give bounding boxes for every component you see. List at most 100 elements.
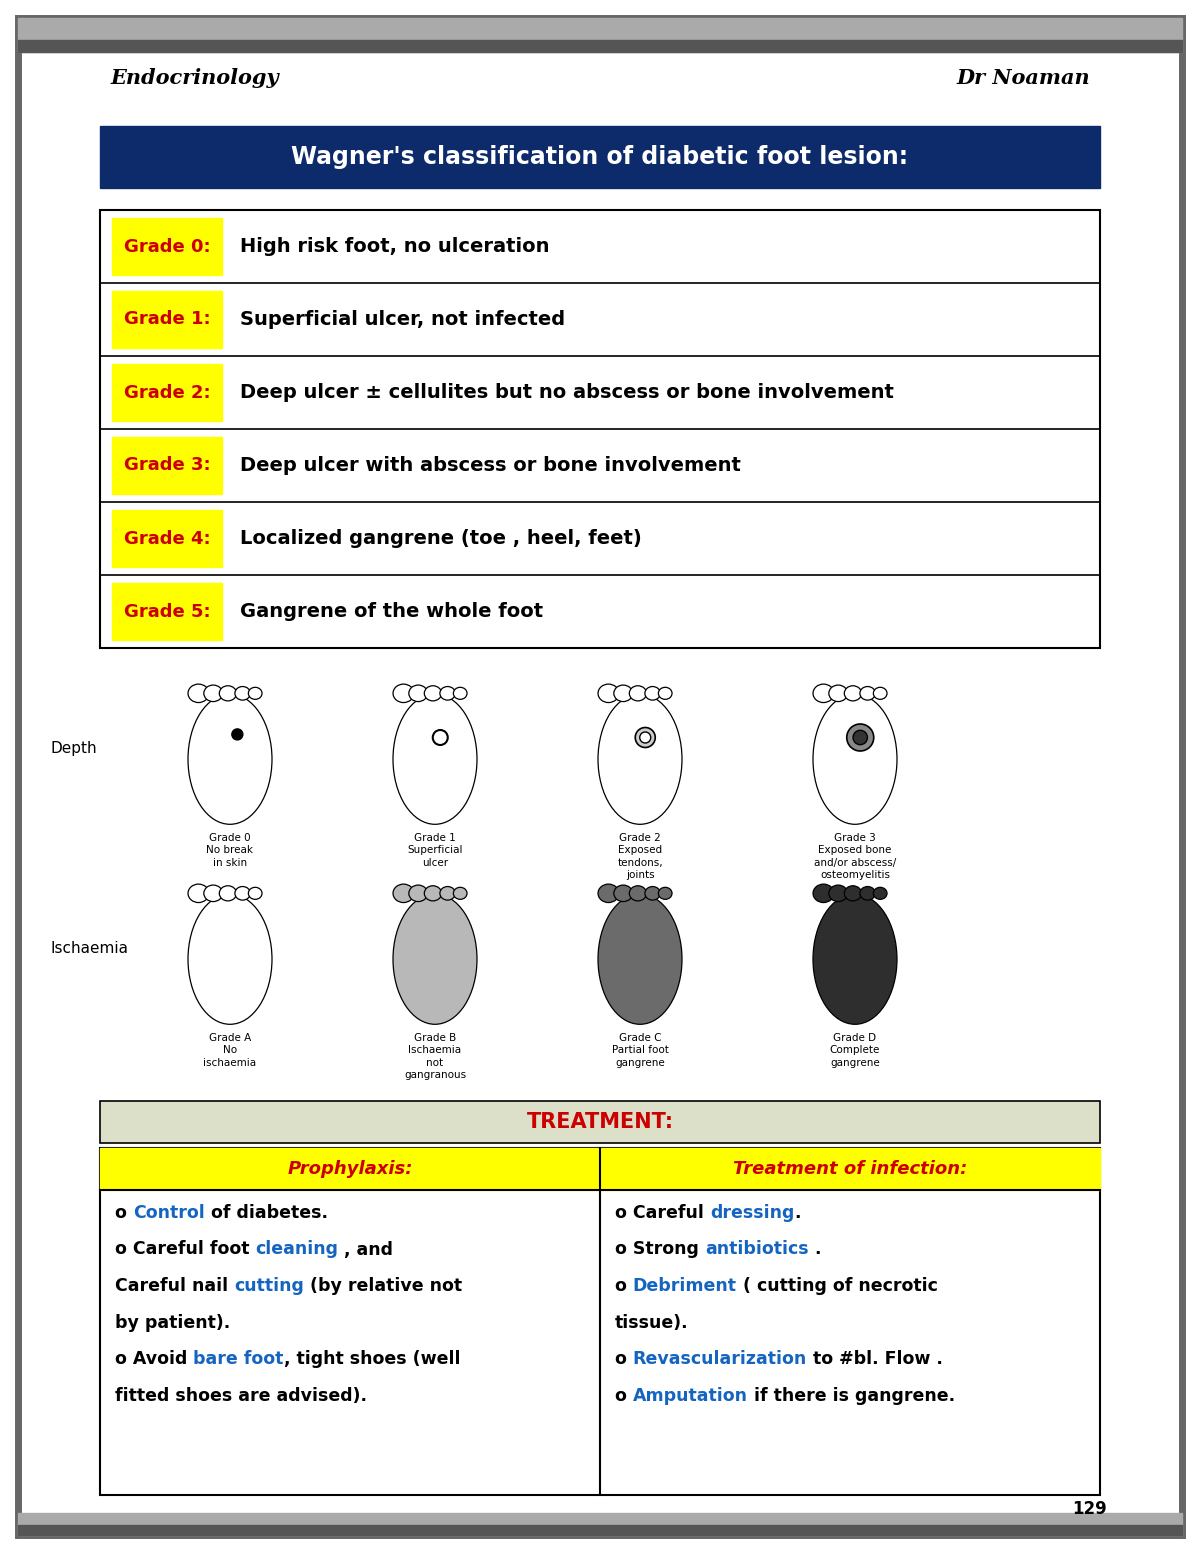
Text: Deep ulcer with abscess or bone involvement: Deep ulcer with abscess or bone involvem…	[240, 457, 740, 475]
Text: o Careful: o Careful	[616, 1204, 710, 1222]
Ellipse shape	[394, 685, 414, 702]
Text: Revascularization: Revascularization	[632, 1350, 808, 1368]
Bar	[100, 1101, 1100, 1143]
Text: , tight shoes (well: , tight shoes (well	[283, 1350, 461, 1368]
Bar	[100, 1148, 1100, 1190]
Ellipse shape	[598, 884, 619, 902]
Ellipse shape	[235, 887, 251, 901]
Ellipse shape	[814, 694, 898, 825]
Text: o: o	[616, 1277, 632, 1295]
Ellipse shape	[440, 887, 455, 901]
Ellipse shape	[409, 885, 427, 902]
Text: .: .	[794, 1204, 800, 1222]
Ellipse shape	[629, 885, 647, 901]
Ellipse shape	[829, 885, 847, 902]
Text: Grade D
Complete
gangrene: Grade D Complete gangrene	[830, 1033, 880, 1067]
Text: (by relative not: (by relative not	[304, 1277, 462, 1295]
Text: Endocrinology: Endocrinology	[110, 68, 278, 89]
Ellipse shape	[644, 686, 660, 700]
Text: Grade 5:: Grade 5:	[124, 603, 210, 621]
Bar	[112, 217, 222, 275]
Ellipse shape	[220, 885, 236, 901]
Text: if there is gangrene.: if there is gangrene.	[748, 1387, 955, 1404]
Circle shape	[853, 730, 868, 745]
Ellipse shape	[845, 885, 862, 901]
Text: Grade 1:: Grade 1:	[124, 311, 210, 329]
Bar	[18, 1525, 1182, 1534]
Text: Grade 4:: Grade 4:	[124, 530, 210, 548]
Text: Depth: Depth	[50, 741, 97, 755]
Bar	[112, 290, 222, 348]
Text: dressing: dressing	[710, 1204, 794, 1222]
Text: fitted shoes are advised).: fitted shoes are advised).	[115, 1387, 367, 1404]
Text: Grade 0:: Grade 0:	[124, 238, 210, 256]
Ellipse shape	[874, 887, 887, 899]
Bar	[18, 40, 1182, 51]
Text: TREATMENT:: TREATMENT:	[527, 1112, 673, 1132]
Text: by patient).: by patient).	[115, 1314, 230, 1331]
Ellipse shape	[248, 688, 262, 699]
Text: o: o	[115, 1204, 133, 1222]
Ellipse shape	[188, 694, 272, 825]
Circle shape	[635, 727, 655, 747]
Text: Debriment: Debriment	[632, 1277, 737, 1295]
Ellipse shape	[392, 694, 478, 825]
Text: Grade 0
No break
in skin: Grade 0 No break in skin	[206, 832, 253, 868]
Bar	[18, 1513, 1182, 1534]
Ellipse shape	[874, 688, 887, 699]
Ellipse shape	[392, 895, 478, 1025]
Ellipse shape	[860, 887, 875, 901]
Circle shape	[847, 724, 874, 752]
Text: Amputation: Amputation	[632, 1387, 748, 1404]
Text: Dr Noaman: Dr Noaman	[956, 68, 1090, 89]
Bar	[112, 582, 222, 640]
Bar	[112, 509, 222, 567]
Ellipse shape	[814, 895, 898, 1025]
Ellipse shape	[860, 686, 875, 700]
Text: Prophylaxis:: Prophylaxis:	[287, 1160, 413, 1179]
Circle shape	[232, 728, 242, 739]
Text: Control: Control	[133, 1204, 205, 1222]
Ellipse shape	[220, 686, 236, 700]
Ellipse shape	[614, 885, 632, 902]
Text: o Careful foot: o Careful foot	[115, 1241, 256, 1258]
Bar	[18, 19, 1182, 51]
Text: Grade 2:: Grade 2:	[124, 384, 210, 402]
Text: o: o	[616, 1350, 632, 1368]
Text: tissue).: tissue).	[616, 1314, 689, 1331]
Text: ( cutting of necrotic: ( cutting of necrotic	[737, 1277, 937, 1295]
Ellipse shape	[409, 685, 427, 702]
Bar	[100, 126, 1100, 188]
Text: Grade 3
Exposed bone
and/or abscess/
osteomyelitis: Grade 3 Exposed bone and/or abscess/ ost…	[814, 832, 896, 881]
Text: o Avoid: o Avoid	[115, 1350, 193, 1368]
Text: Deep ulcer ± cellulites but no abscess or bone involvement: Deep ulcer ± cellulites but no abscess o…	[240, 384, 894, 402]
Text: Ischaemia: Ischaemia	[50, 941, 128, 955]
Text: Grade 3:: Grade 3:	[124, 457, 210, 475]
Ellipse shape	[598, 685, 619, 702]
Text: 129: 129	[1073, 1500, 1108, 1517]
Bar	[100, 210, 1100, 648]
Ellipse shape	[829, 685, 847, 702]
Bar	[112, 436, 222, 494]
Ellipse shape	[425, 686, 442, 700]
Ellipse shape	[394, 884, 414, 902]
Ellipse shape	[814, 685, 834, 702]
Ellipse shape	[659, 887, 672, 899]
Ellipse shape	[454, 688, 467, 699]
Text: Wagner's classification of diabetic foot lesion:: Wagner's classification of diabetic foot…	[292, 144, 908, 169]
Ellipse shape	[204, 885, 222, 902]
Text: , and: , and	[338, 1241, 394, 1258]
Text: Grade C
Partial foot
gangrene: Grade C Partial foot gangrene	[612, 1033, 668, 1067]
Ellipse shape	[644, 887, 660, 901]
Text: Gangrene of the whole foot: Gangrene of the whole foot	[240, 603, 544, 621]
Ellipse shape	[614, 685, 632, 702]
Text: Treatment of infection:: Treatment of infection:	[733, 1160, 967, 1179]
Text: .: .	[809, 1241, 821, 1258]
Bar	[112, 363, 222, 421]
Text: Grade A
No
ischaemia: Grade A No ischaemia	[204, 1033, 257, 1067]
Ellipse shape	[425, 885, 442, 901]
Ellipse shape	[659, 688, 672, 699]
Text: Grade B
Ischaemia
not
gangranous: Grade B Ischaemia not gangranous	[404, 1033, 466, 1079]
Ellipse shape	[204, 685, 222, 702]
Text: Localized gangrene (toe , heel, feet): Localized gangrene (toe , heel, feet)	[240, 530, 642, 548]
